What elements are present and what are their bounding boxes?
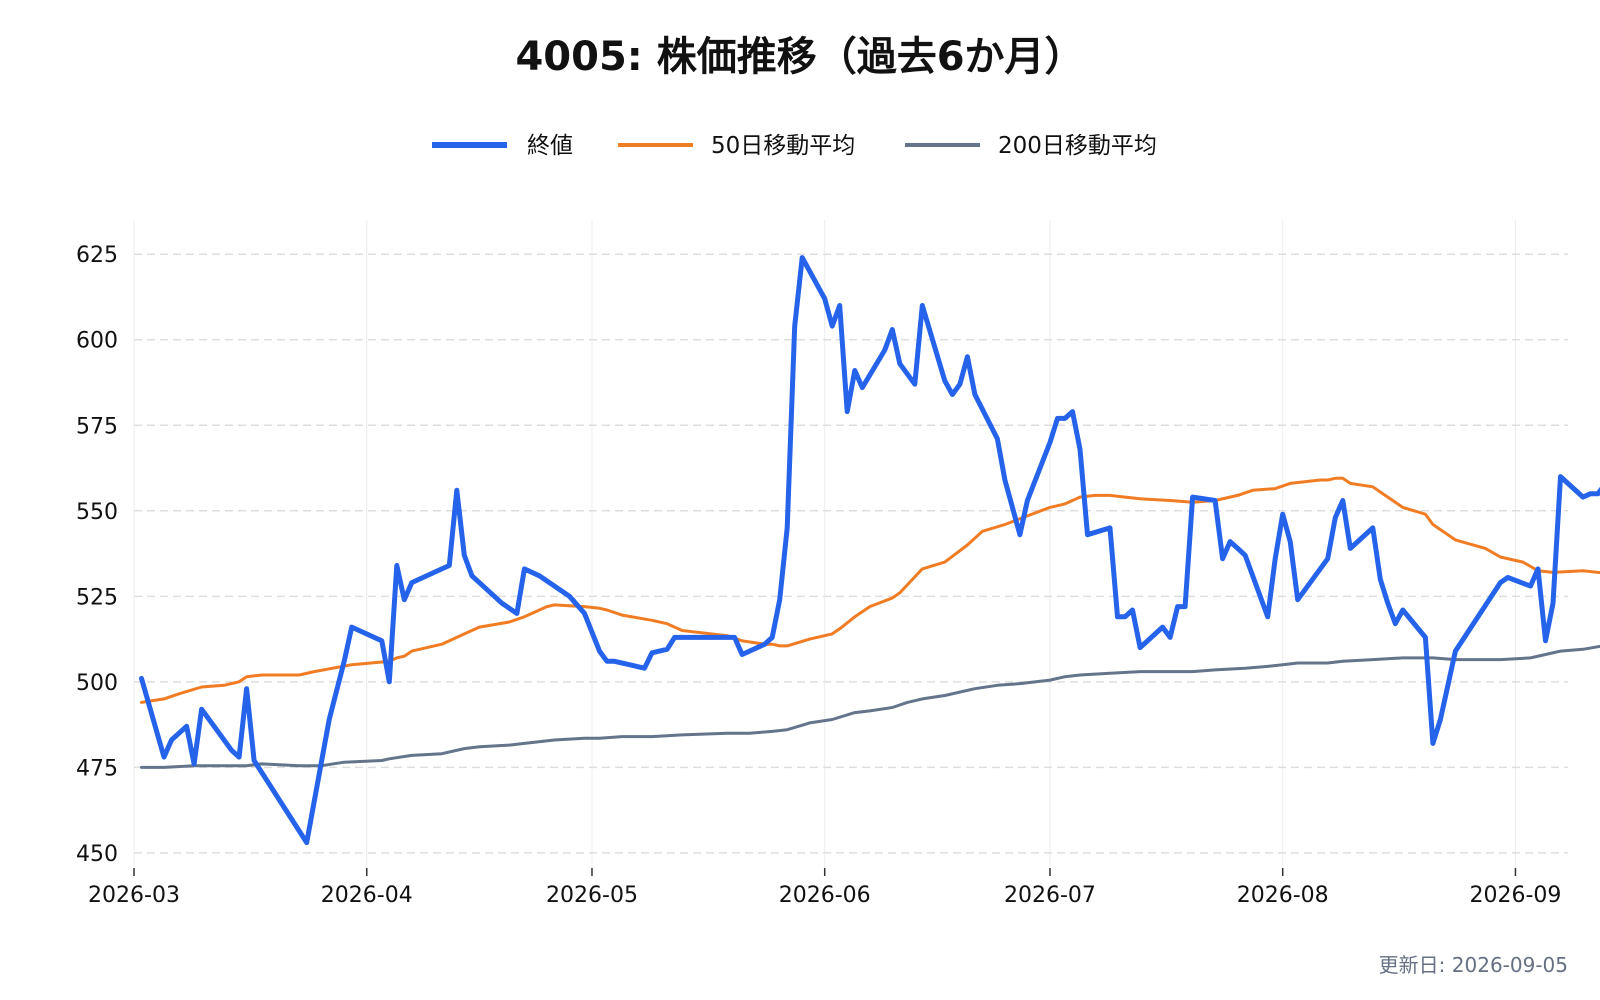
x-tick-label: 2026-08: [1237, 883, 1329, 908]
series-layer: [139, 255, 1600, 846]
y-tick-label: 525: [76, 585, 118, 610]
legend-label-closing-price: 終値: [527, 133, 573, 159]
updated-date-label: 更新日: 2026-09-05: [1379, 953, 1568, 977]
y-tick-label: 575: [76, 414, 118, 439]
y-axis: 450 475 500 525 550 575 600 625: [76, 243, 118, 867]
x-tick-label: 2026-09: [1469, 883, 1561, 908]
legend-label-50day-ma: 50日移動平均: [711, 133, 855, 159]
y-tick-label: 600: [76, 329, 118, 354]
chart-legend: 終値 50日移動平均 200日移動平均: [432, 133, 1157, 159]
x-tick-label: 2026-05: [546, 883, 638, 908]
series-line-200day-ma: [140, 644, 1600, 769]
chart-title: 4005: 株価推移（過去6か月）: [515, 34, 1084, 80]
y-tick-label: 500: [76, 671, 118, 696]
series-line-closing-price: [139, 255, 1600, 846]
x-tick-label: 2026-07: [1004, 883, 1096, 908]
y-tick-label: 475: [76, 756, 118, 781]
x-tick-label: 2026-06: [779, 883, 871, 908]
x-tick-label: 2026-04: [321, 883, 413, 908]
y-tick-label: 550: [76, 500, 118, 525]
y-tick-label: 625: [76, 243, 118, 268]
x-tick-label: 2026-03: [88, 883, 180, 908]
chart-grid: [133, 220, 1568, 870]
y-tick-label: 450: [76, 842, 118, 867]
x-axis: 2026-03 2026-04 2026-05 2026-06 2026-07 2026-…: [88, 868, 1561, 908]
series-line-50day-ma: [140, 476, 1600, 704]
legend-label-200day-ma: 200日移動平均: [998, 133, 1157, 159]
